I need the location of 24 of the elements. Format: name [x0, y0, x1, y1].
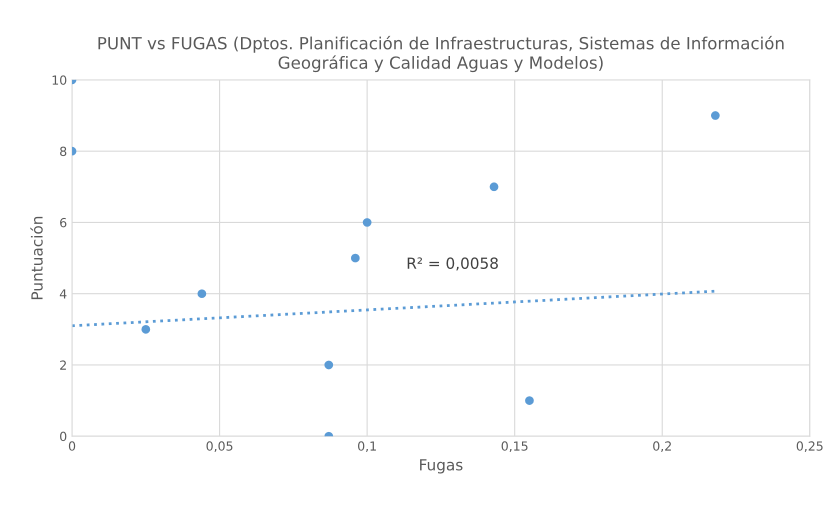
y-tick-label: 2: [60, 360, 66, 370]
point: [198, 289, 206, 298]
y-tick-label: 8: [60, 146, 66, 156]
x-axis-title: Fugas: [420, 459, 462, 474]
y-tick-label: 0: [60, 432, 66, 442]
annotation: R² = 0,0058: [408, 257, 498, 271]
point: [141, 324, 150, 334]
x-tick-label: 0,15: [502, 441, 528, 452]
point: [490, 182, 498, 192]
y-tick-label: 4: [60, 289, 66, 298]
x-tick-label: 0,05: [206, 441, 232, 452]
x-tick-label: 0,25: [796, 441, 823, 452]
x-tick-label: 0,1: [358, 441, 376, 452]
point: [324, 360, 334, 370]
point: [362, 218, 372, 227]
y-tick-label: 6: [60, 218, 66, 228]
chart-title: PUNT vs FUGAS (Dptos. Planificación de Infraestructuras, Sistemas de Información Geográfica y Calidad Aguas y Modelos): [98, 36, 784, 72]
point: [710, 111, 720, 120]
y-tick-label: 10: [52, 75, 66, 85]
point: [350, 254, 360, 262]
x-tick-label: 0,2: [653, 441, 671, 452]
x-tick-label: 0: [68, 441, 76, 451]
point: [525, 396, 534, 405]
y-axis-title: Puntuación: [30, 216, 43, 300]
